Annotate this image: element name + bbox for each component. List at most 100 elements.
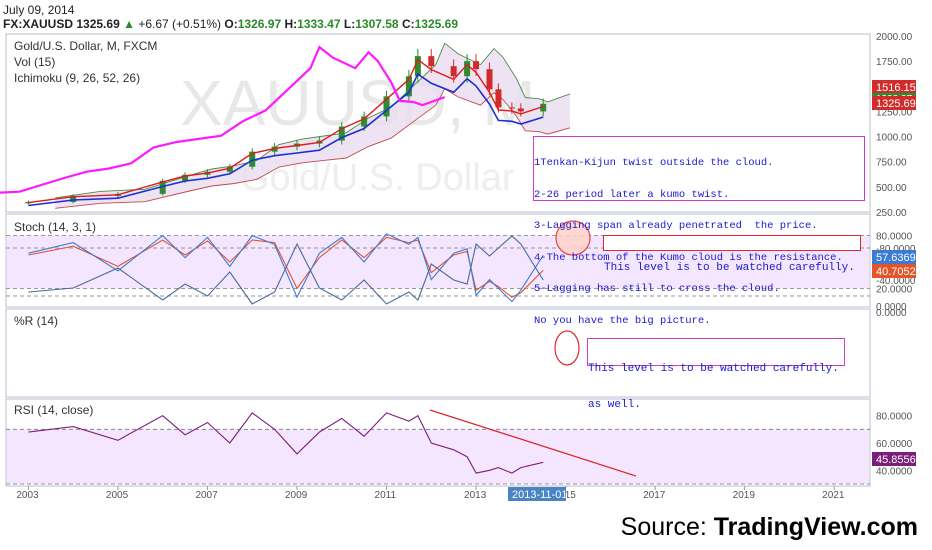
candle <box>508 107 515 109</box>
price-ytick-label: 1000.00 <box>876 133 913 144</box>
candle <box>25 201 32 204</box>
candle <box>159 180 166 194</box>
legend-title: Gold/U.S. Dollar, M, FXCM <box>14 39 157 53</box>
wr-title: %R (14) <box>14 314 58 328</box>
header-last: 1325.69 <box>76 17 120 31</box>
current-date-badge: 2013-11-01 <box>508 487 567 501</box>
header-l-label: L: <box>343 17 356 31</box>
wr-note: This level is to be watched carefully. a… <box>587 338 845 411</box>
candle <box>495 89 502 108</box>
rsi-label-last: 45.8556 <box>872 452 916 466</box>
stoch-note-text: This level is to be watched carefully. <box>604 262 855 274</box>
candle <box>70 195 77 202</box>
header-c: 1325.69 <box>414 17 459 31</box>
note-line-5: 5-Lagging has still to cross the cloud. <box>534 283 780 295</box>
svg-text:45.8556: 45.8556 <box>876 454 916 466</box>
header-date: July 09, 2014 <box>3 3 75 17</box>
candle <box>383 96 390 117</box>
stoch-ytick-label: 80.0000 <box>876 232 913 243</box>
x-tick-label: 2013 <box>464 490 487 501</box>
price-ytick-label: 1750.00 <box>876 57 913 68</box>
rsi-trendline <box>429 409 637 477</box>
stoch-ytick-label: 0.0000 <box>876 302 907 313</box>
candle <box>249 151 256 167</box>
wr-layer: -80.0000 -40.0000 0.0000 <box>6 235 916 319</box>
stoch-note: This level is to be watched carefully. <box>603 235 861 274</box>
header-c-label: C: <box>401 17 415 31</box>
rsi-ytick-label: 80.0000 <box>876 412 913 423</box>
wr-ytick-label: -80.0000 <box>876 244 916 255</box>
header-o: 1326.97 <box>237 17 282 31</box>
rsi-ytick-label: 40.0000 <box>876 466 913 477</box>
candle <box>486 69 493 90</box>
svg-text:1325.69: 1325.69 <box>876 98 916 110</box>
note-line-3: 3-Lagging span already penetrated the pr… <box>534 220 818 232</box>
price-label-kijun: 1516.15 <box>872 80 916 94</box>
svg-text:2013-11-01: 2013-11-01 <box>512 489 567 501</box>
candle <box>414 56 421 77</box>
candle <box>226 166 233 172</box>
candle <box>271 146 278 152</box>
x-tick-label: 2003 <box>16 490 39 501</box>
header-quote: FX:XAUUSD 1325.69 ▲ +6.67 (+0.51%) O:132… <box>3 17 458 31</box>
header-l: 1307.58 <box>355 17 399 31</box>
candle <box>405 76 412 97</box>
note-line-1: 1Tenkan-Kijun twist outside the cloud. <box>534 157 774 169</box>
kijun-line <box>28 73 544 207</box>
rsi-line <box>28 412 544 474</box>
wr-note-line-1: This level is to be watched carefully. <box>588 363 839 375</box>
rsi-ytick-label: 60.0000 <box>876 439 913 450</box>
source-brand: TradingView.com <box>713 513 918 541</box>
price-ytick-label: 1250.00 <box>876 107 913 118</box>
svg-text:57.6369: 57.6369 <box>876 252 916 264</box>
header-o-label: O: <box>224 17 238 31</box>
legend-vol: Vol (15) <box>14 55 55 69</box>
stoch-label-d: 40.7052 <box>872 264 916 278</box>
source-credit: Source: TradingView.com <box>621 513 918 542</box>
header-symbol: FX:XAUUSD <box>3 17 74 31</box>
chikou-line <box>0 45 446 194</box>
ichimoku-cloud <box>55 43 571 209</box>
header-h-label: H: <box>284 17 298 31</box>
legend-ichimoku: Ichimoku (9, 26, 52, 26) <box>14 71 140 85</box>
x-tick-label: 2011 <box>375 490 397 501</box>
wr-note-line-2: as well. <box>588 399 641 411</box>
price-ytick-label: 250.00 <box>876 208 907 219</box>
svg-text:40.7052: 40.7052 <box>876 266 916 278</box>
x-tick-label: 2017 <box>643 490 666 501</box>
up-arrow-icon: ▲ <box>123 17 135 31</box>
rsi-layer: 40.0000 60.0000 80.0000 <box>6 412 913 485</box>
candle <box>450 66 457 77</box>
svg-text:1516.15: 1516.15 <box>876 82 916 94</box>
price-ytick-label: 2000.00 <box>876 32 913 43</box>
candle <box>540 103 547 112</box>
wr-line <box>28 235 544 305</box>
stoch-d-line <box>28 236 544 298</box>
header-change: +6.67 (+0.51%) <box>138 17 222 31</box>
candle <box>428 56 435 67</box>
wr-highlight-circle <box>554 330 580 366</box>
stoch-ytick-label: 20.0000 <box>876 284 913 295</box>
candle <box>473 61 480 70</box>
note-line-2: 2-26 period later a kumo twist. <box>534 188 730 201</box>
candle <box>338 126 345 141</box>
x-tick-label: 2019 <box>733 490 756 501</box>
note-line-4: 4-The bottom of the Kumo cloud is the re… <box>534 251 843 264</box>
rsi-title: RSI (14, close) <box>14 403 93 417</box>
tenkan-line <box>28 58 544 204</box>
candle <box>182 174 189 181</box>
x-tick-label: 2005 <box>106 490 129 501</box>
senkou-b-line <box>55 88 571 209</box>
source-prefix: Source: <box>620 513 714 541</box>
header-h: 1333.47 <box>297 17 341 31</box>
stoch-title: Stoch (14, 3, 1) <box>14 220 96 234</box>
price-ytick-label: 750.00 <box>876 158 907 169</box>
stoch-label-k: 57.6369 <box>872 250 916 264</box>
ichimoku-note: 1Tenkan-Kijun twist outside the cloud. 2… <box>533 136 865 326</box>
wr-ytick-label: 0.0000 <box>876 308 907 319</box>
price-ytick-label: 500.00 <box>876 183 907 194</box>
x-tick-label: 2009 <box>285 490 308 501</box>
stoch-highlight-circle <box>555 220 591 256</box>
rsi-band <box>7 429 869 484</box>
candle <box>517 108 524 112</box>
